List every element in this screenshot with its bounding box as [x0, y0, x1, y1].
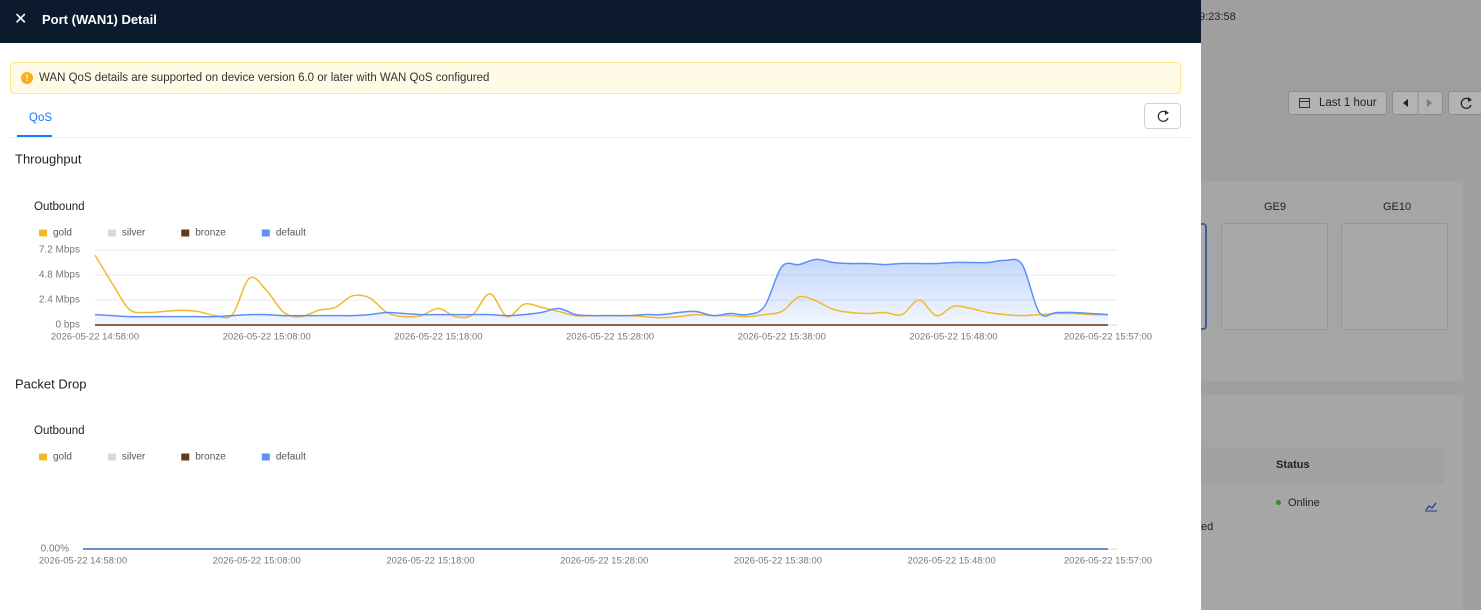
x-tick-label: 2026-05-22 15:28:00	[566, 332, 654, 343]
chart-icon[interactable]	[1425, 500, 1437, 512]
legend-label: default	[276, 452, 306, 463]
tab-bar	[10, 137, 1191, 138]
row-text: ed	[1201, 521, 1214, 533]
y-tick-label: 7.2 Mbps	[39, 245, 80, 256]
x-tick-label: 2026-05-22 15:08:00	[213, 556, 301, 567]
warning-icon: !	[21, 72, 33, 84]
legend-label: bronze	[195, 452, 226, 463]
calendar-icon	[1299, 98, 1310, 108]
bg-refresh-button[interactable]	[1448, 91, 1481, 115]
legend-swatch	[261, 453, 270, 461]
x-tick-label: 2026-05-22 15:28:00	[560, 556, 648, 567]
x-tick-label: 2026-05-22 15:48:00	[909, 332, 997, 343]
legend-swatch	[107, 229, 116, 237]
x-tick-label: 2026-05-22 15:18:00	[394, 332, 482, 343]
refresh-button[interactable]	[1144, 103, 1181, 129]
legend-label: bronze	[195, 228, 226, 239]
chart-title: Throughput	[15, 151, 82, 166]
x-tick-label: 2026-05-22 15:48:00	[908, 556, 996, 567]
status-text: Online	[1288, 497, 1320, 509]
status-dot	[1276, 500, 1281, 505]
notice-text: WAN QoS details are supported on device …	[39, 72, 490, 84]
table-header-row	[1201, 447, 1444, 483]
table-card	[1201, 395, 1463, 610]
chart-title: Packet Drop	[15, 376, 87, 391]
x-tick-label: 2026-05-22 14:58:00	[51, 332, 139, 343]
port-label: GE10	[1383, 201, 1412, 213]
nav-arrows	[1403, 92, 1432, 114]
clock: 9:23:58	[1199, 11, 1236, 23]
x-tick-label: 2026-05-22 15:18:00	[386, 556, 474, 567]
time-range-label: Last 1 hour	[1319, 97, 1377, 109]
charts: Throughput Outbound gold silver bronze defaul…	[15, 151, 1152, 567]
x-tick-label: 2026-05-22 14:58:00	[39, 556, 127, 567]
x-tick-label: 2026-05-22 15:38:00	[734, 556, 822, 567]
y-tick-label: 4.8 Mbps	[39, 270, 80, 281]
y-tick-label: 0 bps	[56, 320, 80, 331]
x-tick-label: 2026-05-22 15:08:00	[223, 332, 311, 343]
legend-swatch	[107, 453, 116, 461]
legend-swatch	[181, 453, 190, 461]
refresh-icon	[1157, 110, 1169, 122]
legend-label: gold	[53, 228, 72, 239]
port-box	[1221, 223, 1328, 330]
series-line	[94, 258, 1109, 318]
legend-label: silver	[122, 452, 146, 463]
port-box	[1341, 223, 1448, 330]
series-area	[95, 259, 1108, 325]
nav-buttons[interactable]	[1392, 91, 1443, 115]
y-tick-label: 2.4 Mbps	[39, 295, 80, 306]
tab-indicator	[17, 135, 52, 137]
port-label: GE9	[1264, 201, 1287, 213]
notice: ! WAN QoS details are supported on device…	[10, 62, 1181, 94]
x-tick-label: 2026-05-22 15:57:00	[1064, 332, 1152, 343]
chart-subtitle: Outbound	[34, 201, 85, 213]
legend-swatch	[39, 229, 47, 237]
table-header: Status	[1276, 459, 1310, 471]
legend-swatch	[39, 453, 47, 461]
close-button[interactable]: ✕	[14, 11, 28, 28]
legend-swatch	[261, 229, 270, 237]
legend-label: default	[276, 228, 306, 239]
tab[interactable]: QoS	[29, 112, 53, 124]
x-tick-label: 2026-05-22 15:57:00	[1064, 556, 1152, 567]
x-tick-label: 2026-05-22 15:38:00	[738, 332, 826, 343]
drawer-title: Port (WAN1) Detail	[42, 12, 157, 27]
legend-swatch	[181, 229, 190, 237]
legend-label: gold	[53, 452, 72, 463]
legend-label: silver	[122, 228, 146, 239]
time-range-button[interactable]: Last 1 hour	[1288, 91, 1387, 115]
chart-subtitle: Outbound	[34, 425, 85, 437]
y-tick-label: 0.00%	[41, 544, 69, 555]
drawer-header: ✕ Port (WAN1) Detail	[0, 0, 1201, 43]
refresh-icon	[1460, 97, 1472, 109]
